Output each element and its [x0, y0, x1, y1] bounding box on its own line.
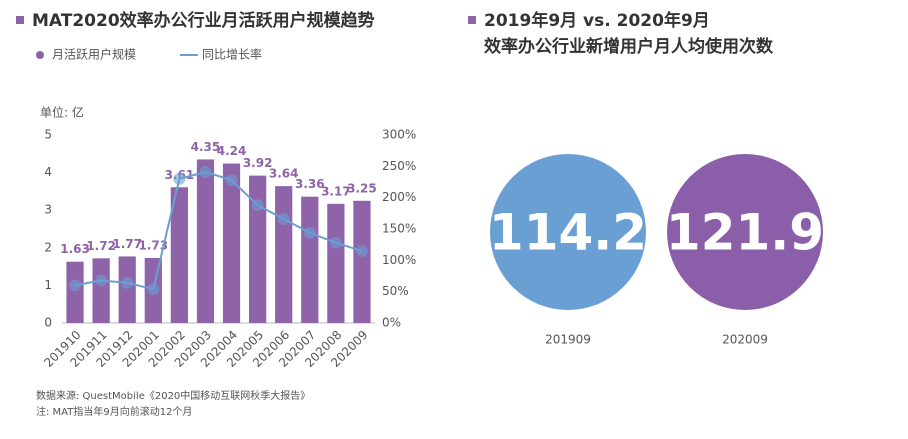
y2-tick-label: 0% [382, 316, 401, 330]
chart-title: 2019年9月 vs. 2020年9月 [484, 10, 710, 31]
legend-label: 月活跃用户规模 [52, 47, 136, 62]
bar [170, 187, 188, 323]
bar [118, 256, 136, 323]
data-label: 1.72 [86, 239, 116, 253]
note: 注: MAT指当年9月向前滚动12个月 [36, 405, 192, 418]
title-marker [468, 16, 476, 24]
y2-tick-label: 300% [382, 128, 416, 142]
bar [66, 261, 84, 323]
legend-label: 同比增长率 [202, 47, 262, 62]
line-point [199, 165, 212, 178]
chart-subtitle: 效率办公行业新增用户月人均使用次数 [484, 36, 774, 57]
data-label: 3.64 [269, 167, 299, 181]
legend-marker [36, 51, 44, 59]
bar [327, 203, 345, 323]
value-label: 121.9 [666, 204, 824, 262]
value-label: 114.2 [489, 204, 647, 262]
value-circle [490, 154, 646, 310]
bar [92, 258, 110, 323]
bar [301, 196, 319, 323]
y2-tick-label: 150% [382, 222, 416, 236]
line-point [277, 212, 290, 225]
data-label: 3.25 [347, 181, 377, 195]
bar [222, 163, 241, 323]
data-label: 1.73 [138, 238, 168, 252]
category-label: 201909 [545, 333, 591, 347]
line-point [225, 174, 238, 187]
data-label: 4.35 [191, 140, 221, 154]
line-point [329, 236, 342, 249]
note: 数据来源: QuestMobile《2020中国移动互联网秋季大报告》 [36, 389, 310, 402]
data-label: 1.77 [112, 237, 142, 251]
bar [249, 175, 267, 323]
y2-tick-label: 250% [382, 159, 416, 173]
data-label: 3.92 [243, 156, 273, 170]
y2-tick-label: 50% [382, 284, 409, 298]
chart-title: MAT2020效率办公行业月活跃用户规模趋势 [32, 10, 375, 31]
y2-tick-label: 100% [382, 253, 416, 267]
y-tick-label: 4 [44, 165, 52, 179]
line-point [95, 274, 108, 287]
data-label: 3.36 [295, 177, 325, 191]
line-point [251, 199, 264, 212]
line-point [121, 276, 134, 289]
bar [275, 186, 293, 323]
category-label: 202009 [722, 333, 768, 347]
y-tick-label: 1 [44, 278, 52, 292]
y-tick-label: 0 [44, 316, 52, 330]
line-point [173, 172, 186, 185]
y-tick-label: 5 [44, 128, 52, 142]
data-label: 3.17 [321, 184, 351, 198]
title-marker [16, 16, 24, 24]
y-tick-label: 2 [44, 240, 52, 254]
data-label: 4.24 [217, 144, 247, 158]
bar [353, 200, 371, 323]
line-point [147, 283, 160, 296]
data-label: 1.63 [60, 242, 90, 256]
unit-label: 单位: 亿 [40, 105, 84, 120]
line-point [355, 244, 368, 257]
bar [196, 159, 215, 323]
value-circle [667, 154, 823, 310]
line-point [69, 279, 82, 292]
y2-tick-label: 200% [382, 190, 416, 204]
y-tick-label: 3 [44, 203, 52, 217]
line-point [303, 226, 316, 239]
